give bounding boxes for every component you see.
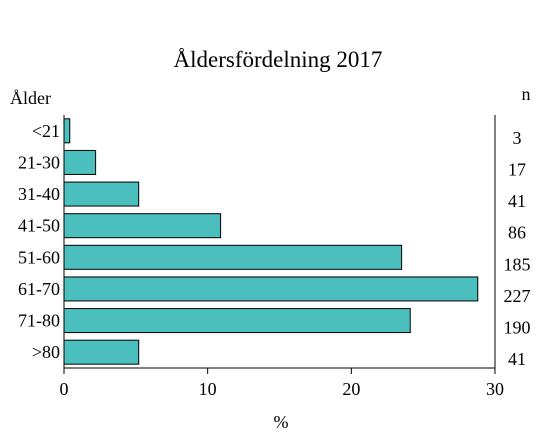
bar-<21: [63, 118, 71, 144]
n-value: 17: [508, 159, 526, 179]
x-axis-label: %: [274, 412, 289, 432]
n-value: 227: [504, 286, 531, 306]
bar-41-50: [63, 213, 222, 239]
bar->80: [63, 339, 140, 365]
n-value: 41: [508, 191, 526, 211]
bar-61-70: [63, 276, 479, 302]
chart-title: Åldersfördelning 2017: [174, 47, 383, 72]
category-label: 61-70: [18, 279, 60, 299]
category-labels: <21 21-30 31-40 41-50 51-60 61-70 71-80 >80: [18, 121, 60, 362]
x-tick-label: 30: [486, 379, 504, 399]
bar-71-80: [63, 308, 411, 334]
category-label: 51-60: [18, 247, 60, 267]
bar-31-40: [63, 181, 140, 207]
n-value: 190: [504, 318, 531, 338]
bars-group: [63, 118, 479, 365]
bar-21-30: [63, 149, 97, 175]
n-value: 185: [504, 254, 531, 274]
n-labels: 3 17 41 86 185 227 190 41: [504, 128, 531, 369]
x-tick-label: 20: [342, 379, 360, 399]
category-label: >80: [32, 342, 60, 362]
x-axis-ticks: 0 10 20 30: [60, 368, 504, 399]
category-label: 71-80: [18, 311, 60, 331]
category-label: 21-30: [18, 152, 60, 172]
bar-51-60: [63, 244, 403, 270]
x-tick-label: 0: [60, 379, 69, 399]
n-value: 3: [513, 128, 522, 148]
x-tick-label: 10: [199, 379, 217, 399]
category-label: 31-40: [18, 184, 60, 204]
category-label: <21: [32, 121, 60, 141]
y-axis-label: Ålder: [10, 88, 51, 108]
n-value: 86: [508, 223, 526, 243]
n-value: 41: [508, 349, 526, 369]
n-column-header: n: [522, 84, 531, 104]
category-label: 41-50: [18, 216, 60, 236]
